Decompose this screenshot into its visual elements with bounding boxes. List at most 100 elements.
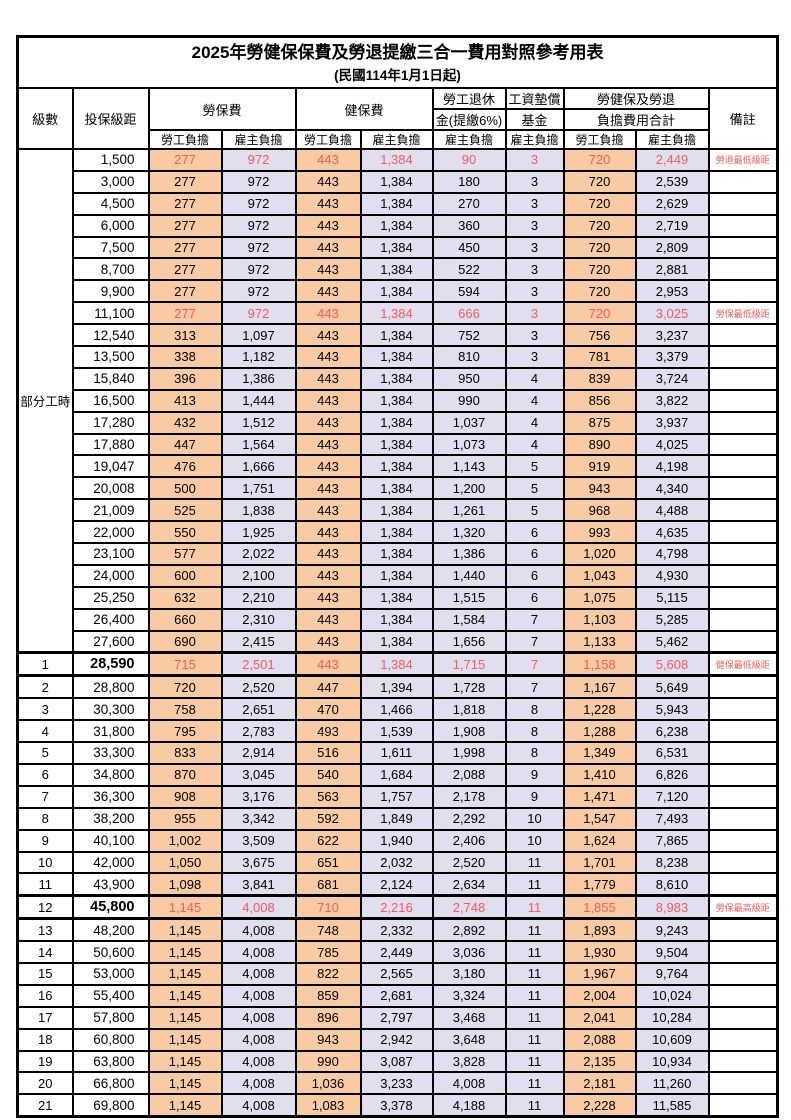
- value-cell: 516: [294, 741, 362, 765]
- bracket-cell: 15,840: [71, 366, 150, 391]
- bracket-cell: 17,280: [71, 410, 150, 435]
- table-row: 9,900 277 972 443 1,384 594 3 720 2,953: [18, 279, 779, 304]
- remark-cell: [707, 697, 779, 722]
- value-cell: 9,504: [634, 940, 710, 964]
- remark-cell: [707, 784, 779, 809]
- value-cell: 8,983: [634, 894, 710, 921]
- value-cell: 943: [562, 476, 637, 501]
- remark-cell: [707, 410, 779, 435]
- value-cell: 2,310: [220, 607, 297, 632]
- value-cell: 1,261: [431, 498, 507, 523]
- bracket-cell: 57,800: [71, 1005, 150, 1030]
- value-cell: 8: [504, 741, 565, 765]
- value-cell: 1,466: [359, 697, 434, 722]
- value-cell: 1,133: [562, 629, 637, 655]
- remark-cell: [707, 961, 779, 986]
- value-cell: 833: [147, 741, 223, 765]
- value-cell: 972: [220, 213, 297, 238]
- value-cell: 1,384: [359, 257, 434, 282]
- table-row: 21,009 525 1,838 443 1,384 1,261 5 968 4,488: [18, 498, 779, 523]
- value-cell: 3,828: [431, 1049, 507, 1074]
- value-cell: 896: [294, 1005, 362, 1030]
- value-cell: 972: [220, 301, 297, 326]
- value-cell: 972: [220, 235, 297, 260]
- value-cell: 4,188: [431, 1093, 507, 1118]
- bracket-cell: 8,700: [71, 257, 150, 282]
- remark-cell: [707, 498, 779, 523]
- value-cell: 2,178: [431, 784, 507, 809]
- remark-cell: [707, 1027, 779, 1052]
- value-cell: 592: [294, 806, 362, 831]
- remark-cell: [707, 1093, 779, 1118]
- value-cell: 7,493: [634, 806, 710, 831]
- value-cell: 972: [220, 279, 297, 304]
- table-row: 17,280 432 1,512 443 1,384 1,037 4 875 3,937: [18, 410, 779, 435]
- table-row: 3 30,300 758 2,651 470 1,466 1,818 8 1,228 5,943: [16, 697, 779, 722]
- premium-table: 2025年勞健保保費及勞退提繳三合一費用對照參考用表 (民國114年1月1日起)…: [16, 35, 780, 1119]
- value-cell: 1,998: [431, 741, 507, 765]
- remark-cell: [707, 585, 779, 610]
- table-row: 1 28,590 715 2,501 443 1,384 1,715 7 1,158 5,608 健…: [16, 651, 779, 678]
- table-row: 7,500 277 972 443 1,384 450 3 720 2,809: [18, 235, 779, 260]
- value-cell: 11: [504, 1027, 565, 1052]
- value-cell: 1,656: [431, 629, 507, 655]
- value-cell: 2,332: [359, 917, 434, 943]
- value-cell: 990: [431, 388, 507, 413]
- header-row-1: 級數 投保級距 勞保費 健保費 勞工退休 工資墊償 勞健保及勞退 備註: [16, 87, 779, 150]
- bracket-cell: 38,200: [71, 806, 150, 831]
- table-row: 部分工時 1,500 277 972 443 1,384 90 3 720 2,449 勞退最低級距: [16, 148, 779, 654]
- value-cell: 10,934: [634, 1049, 710, 1074]
- value-cell: 1,384: [359, 410, 434, 435]
- value-cell: 1,384: [359, 169, 434, 194]
- value-cell: 795: [147, 719, 223, 744]
- value-cell: 443: [294, 410, 362, 435]
- remark-cell: [707, 432, 779, 457]
- value-cell: 4,008: [220, 917, 297, 943]
- remark-cell: [707, 169, 779, 194]
- value-cell: 413: [147, 388, 223, 413]
- value-cell: 540: [294, 762, 362, 787]
- value-cell: 432: [147, 410, 223, 435]
- value-cell: 5,943: [634, 697, 710, 722]
- value-cell: 622: [294, 828, 362, 853]
- value-cell: 2,942: [359, 1027, 434, 1052]
- bracket-cell: 23,100: [71, 542, 150, 566]
- value-cell: 1,384: [359, 323, 434, 348]
- value-cell: 1,684: [359, 762, 434, 787]
- value-cell: 1,320: [431, 520, 507, 545]
- bracket-cell: 7,500: [71, 235, 150, 260]
- value-cell: 1,043: [562, 563, 637, 588]
- remark-cell: [707, 279, 779, 304]
- value-cell: 2,022: [220, 542, 297, 566]
- remark-cell: [707, 257, 779, 282]
- value-cell: 4,008: [220, 1093, 297, 1118]
- remark-cell: [707, 520, 779, 545]
- value-cell: 6: [504, 520, 565, 545]
- value-cell: 90: [431, 148, 507, 172]
- bracket-cell: 13,500: [71, 345, 150, 369]
- value-cell: 1,849: [359, 806, 434, 831]
- value-cell: 2,032: [359, 850, 434, 875]
- value-cell: 1,779: [562, 872, 637, 897]
- value-cell: 3,342: [220, 806, 297, 831]
- bracket-cell: 16,500: [71, 388, 150, 413]
- value-cell: 277: [147, 148, 223, 172]
- value-cell: 4: [504, 432, 565, 457]
- table-row: 11 43,900 1,098 3,841 681 2,124 2,634 11 1,779 8,…: [16, 872, 779, 897]
- bracket-cell: 30,300: [71, 697, 150, 722]
- value-cell: 3,822: [634, 388, 710, 413]
- value-cell: 443: [294, 498, 362, 523]
- value-cell: 3,468: [431, 1005, 507, 1030]
- value-cell: 443: [294, 432, 362, 457]
- bracket-cell: 28,800: [71, 674, 150, 700]
- bracket-cell: 11,100: [71, 301, 150, 326]
- table-row: 24,000 600 2,100 443 1,384 1,440 6 1,043 4,930: [18, 563, 779, 588]
- value-cell: 3,237: [634, 323, 710, 348]
- bracket-cell: 12,540: [71, 323, 150, 348]
- table-row: 4 31,800 795 2,783 493 1,539 1,908 8 1,288 6,238: [16, 719, 779, 744]
- remark-cell: [707, 388, 779, 413]
- value-cell: 443: [294, 366, 362, 391]
- remark-cell: 健保最低級距: [707, 651, 779, 678]
- value-cell: 443: [294, 651, 362, 678]
- value-cell: 1,384: [359, 563, 434, 588]
